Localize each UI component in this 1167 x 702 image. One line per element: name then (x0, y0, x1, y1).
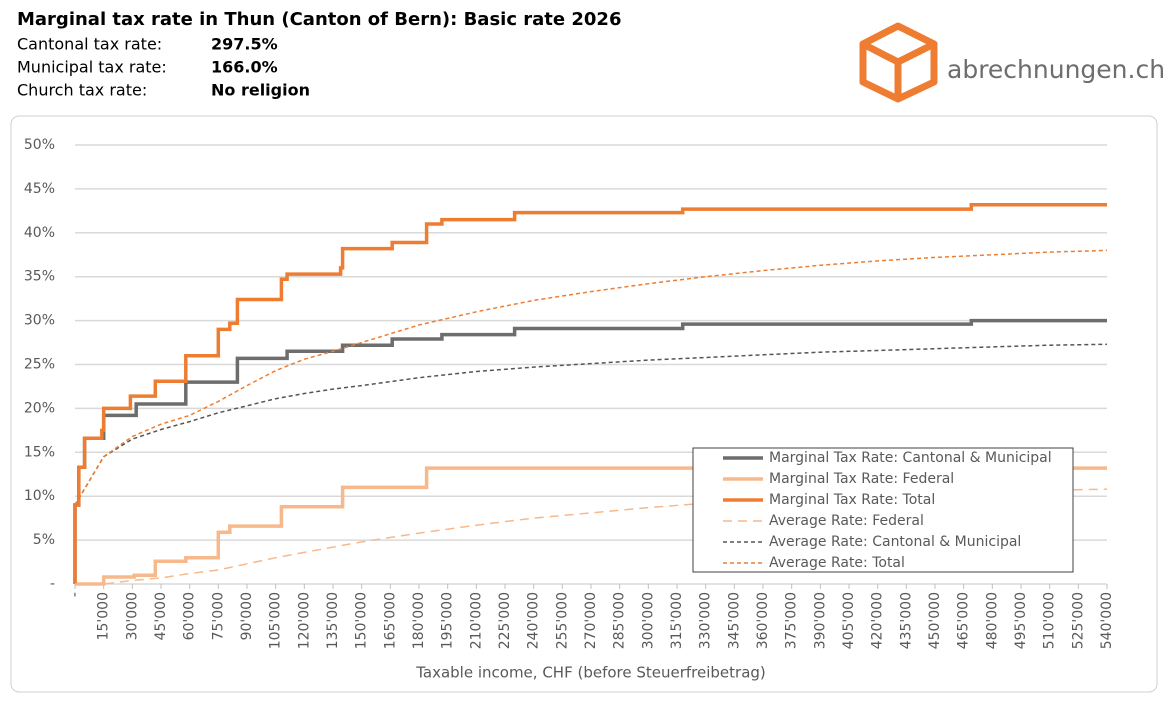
legend-label: Average Rate: Cantonal & Municipal (769, 534, 1021, 550)
y-tick-label: 25% (24, 357, 55, 373)
y-tick-label: 10% (24, 488, 55, 504)
logo-icon (859, 22, 938, 103)
x-tick-label: - (67, 592, 83, 597)
info-label: Municipal tax rate: (17, 58, 167, 77)
chart-title: Marginal tax rate in Thun (Canton of Ber… (17, 9, 621, 30)
x-tick-label: 210'000 (468, 592, 484, 649)
x-tick-label: 450'000 (927, 592, 943, 649)
series-line (73, 202, 1107, 584)
y-tick-label: 50% (24, 137, 55, 153)
x-tick-label: 30'000 (124, 592, 140, 640)
legend-label: Average Rate: Total (769, 555, 905, 571)
x-tick-label: 60'000 (182, 592, 198, 640)
info-value: No religion (211, 81, 310, 100)
y-tick-label: 30% (24, 313, 55, 329)
series-line (74, 249, 1108, 506)
y-tick-label: 45% (24, 181, 55, 197)
x-tick-label: 525'000 (1070, 592, 1086, 649)
x-tick-label: 255'000 (554, 592, 570, 649)
x-tick-label: 150'000 (354, 592, 370, 649)
x-tick-label: 360'000 (755, 592, 771, 649)
series-line (75, 466, 1107, 586)
x-tick-label: 390'000 (812, 592, 828, 649)
info-value: 166.0% (211, 58, 278, 77)
x-tick-label: 285'000 (612, 592, 628, 649)
x-tick-label: 45'000 (153, 592, 169, 640)
y-tick-label: 35% (24, 269, 55, 285)
x-axis-label: Taxable income, CHF (before Steuerfreibe… (415, 664, 766, 682)
y-tick-label: 5% (33, 532, 55, 548)
x-tick-label: 90'000 (239, 592, 255, 640)
x-tick-label: 180'000 (411, 592, 427, 649)
info-label: Cantonal tax rate: (17, 35, 162, 54)
x-tick-label: 540'000 (1099, 592, 1115, 649)
x-tick-label: 480'000 (984, 592, 1000, 649)
x-tick-label: 165'000 (382, 592, 398, 649)
legend-label: Marginal Tax Rate: Total (769, 492, 935, 508)
x-tick-label: 345'000 (726, 592, 742, 649)
x-tick-label: 435'000 (898, 592, 914, 649)
legend-label: Marginal Tax Rate: Federal (769, 471, 954, 487)
x-tick-label: 330'000 (698, 592, 714, 649)
x-tick-label: 270'000 (583, 592, 599, 649)
legend-label: Average Rate: Federal (769, 513, 924, 529)
x-tick-label: 405'000 (841, 592, 857, 649)
x-tick-label: 135'000 (325, 592, 341, 649)
y-tick-label: 20% (24, 400, 55, 416)
x-tick-label: 465'000 (956, 592, 972, 649)
x-tick-label: 300'000 (640, 592, 656, 649)
x-tick-label: 375'000 (784, 592, 800, 649)
info-value: 297.5% (211, 35, 278, 54)
legend-box (692, 447, 1074, 573)
x-tick-label: 75'000 (210, 592, 226, 640)
x-tick-label: 195'000 (440, 592, 456, 649)
legend-label: Marginal Tax Rate: Cantonal & Municipal (769, 450, 1052, 466)
x-tick-label: 105'000 (268, 592, 284, 649)
y-tick-label: - (50, 576, 55, 592)
x-tick-label: 225'000 (497, 592, 513, 649)
y-tick-label: 15% (24, 444, 55, 460)
x-tick-label: 495'000 (1013, 592, 1029, 649)
x-tick-label: 315'000 (669, 592, 685, 649)
x-tick-label: 15'000 (96, 592, 112, 640)
y-tick-label: 40% (24, 225, 55, 241)
x-tick-label: 420'000 (870, 592, 886, 649)
x-tick-label: 240'000 (526, 592, 542, 649)
x-tick-label: 510'000 (1042, 592, 1058, 649)
x-tick-label: 120'000 (296, 592, 312, 649)
info-label: Church tax rate: (17, 81, 147, 100)
logo-text: abrechnungen.ch (947, 55, 1165, 84)
